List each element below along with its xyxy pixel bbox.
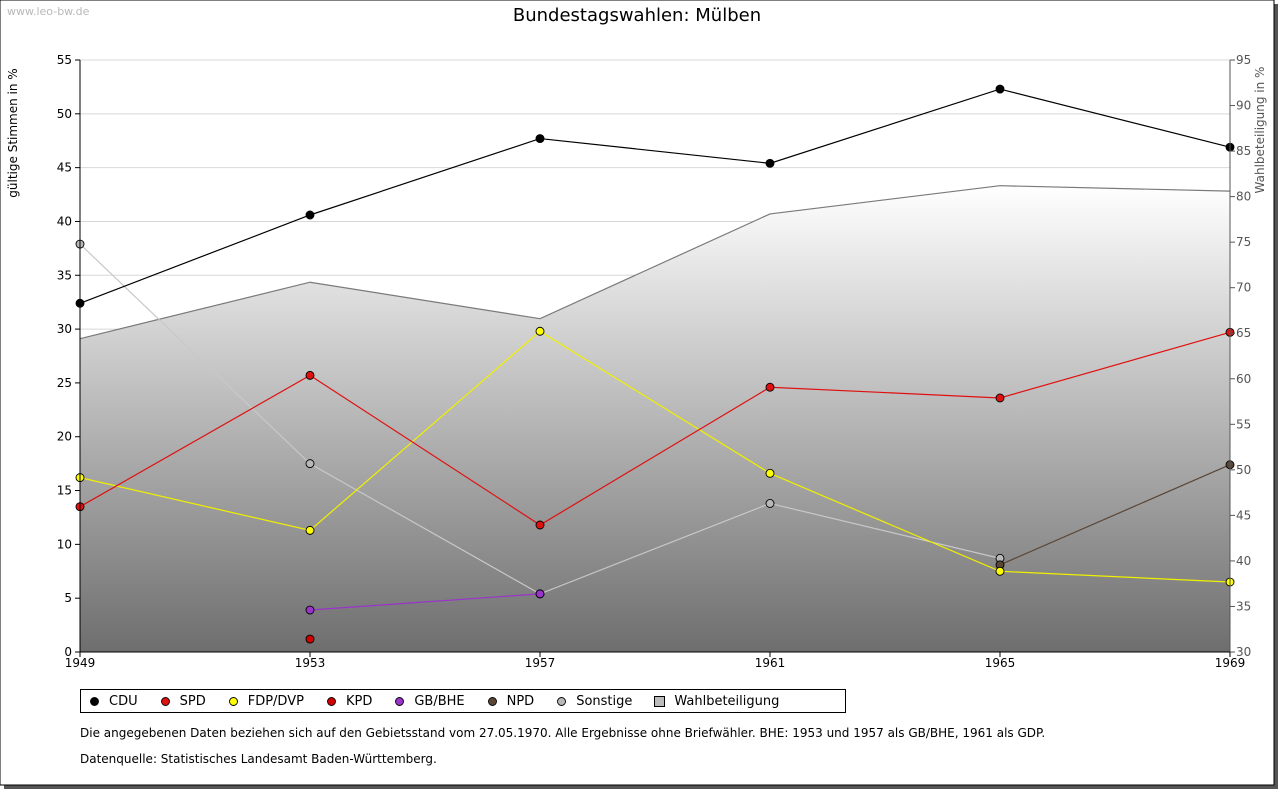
line-cdu: [79, 88, 1231, 304]
y-tick-label-0: 0: [64, 645, 72, 659]
watermark: www.leo-bw.de: [7, 5, 90, 18]
data-source: Datenquelle: Statistisches Landesamt Bad…: [80, 752, 437, 766]
y2-tick-label-75: 75: [1236, 235, 1251, 249]
legend-marker-cdu: [89, 696, 100, 707]
x-tick-label-1957: 1957: [525, 656, 556, 670]
turnout-line: [79, 185, 1231, 340]
y2-tick-label-55: 55: [1236, 417, 1251, 431]
y2-tick-label-85: 85: [1236, 144, 1251, 158]
series-npd: NPD 1965: 8.1NPD 1969: 17.4: [995, 460, 1235, 570]
y2-tick-label-80: 80: [1236, 190, 1251, 204]
legend-item-wahlbeteiligung: Wahlbeteiligung: [654, 694, 779, 709]
y-tick-label-5: 5: [64, 591, 72, 605]
point-sonstige-1961: Sonstige 1961: 13.8: [765, 499, 775, 508]
y2-axis-label: Wahlbeteiligung in %: [1253, 67, 1267, 194]
point-spd-1953: SPD 1953: 25.7: [305, 370, 315, 380]
point-fdp-dvp-1961: FDP/DVP 1961: 16.6: [765, 468, 775, 478]
turnout-area: [79, 185, 1231, 652]
y-axis-label: gültige Stimmen in %: [6, 68, 20, 197]
series-fdp-dvp: FDP/DVP 1949: 16.2FDP/DVP 1953: 11.3FDP/…: [75, 326, 1235, 587]
legend-item-npd: NPD: [487, 693, 535, 709]
point-fdp-dvp-1953: FDP/DVP 1953: 11.3: [305, 525, 315, 535]
x-tick-label-1961: 1961: [755, 656, 786, 670]
legend-marker-npd: [487, 696, 498, 707]
point-spd-1957: SPD 1957: 11.8: [535, 520, 545, 530]
legend-marker-gb-bhe: [394, 696, 405, 707]
x-tick-label-1949: 1949: [65, 656, 96, 670]
y2-tick-label-50: 50: [1236, 463, 1251, 477]
legend-item-cdu: CDU: [89, 694, 138, 709]
point-cdu-1965: CDU 1965: 52.3: [995, 84, 1005, 94]
line-npd: [999, 464, 1231, 566]
legend-label-cdu: CDU: [109, 693, 138, 709]
point-cdu-1953: CDU 1953: 40.6: [305, 210, 315, 220]
legend-marker-sonstige: [556, 696, 567, 707]
y-tick-label-20: 20: [57, 430, 72, 444]
y2-tick-label-65: 65: [1236, 326, 1251, 340]
y-tick-label-50: 50: [57, 107, 72, 121]
legend-label-spd: SPD: [179, 693, 206, 709]
x-tick-label-1969: 1969: [1215, 656, 1246, 670]
line-fdp-dvp: [79, 330, 1231, 583]
point-spd-1961: SPD 1961: 24.6: [765, 382, 775, 392]
y-tick-label-25: 25: [57, 376, 72, 390]
legend-marker-wahlbeteiligung: [654, 695, 666, 707]
y2-tick-label-95: 95: [1236, 53, 1251, 67]
x-tick-label-1965: 1965: [985, 656, 1016, 670]
y2-tick-label-60: 60: [1236, 372, 1251, 386]
point-gb-bhe-1953: GB/BHE 1953: 3.9: [305, 605, 315, 615]
point-sonstige-1953: Sonstige 1953: 17.5: [305, 459, 315, 469]
y2-tick-label-30: 30: [1236, 645, 1251, 659]
point-kpd-1953: KPD 1953: 1.2: [305, 634, 315, 644]
legend-label-gb-bhe: GB/BHE: [414, 693, 465, 709]
legend-label-kpd: KPD: [345, 693, 373, 709]
legend-label-sonstige: Sonstige: [576, 693, 633, 709]
axes: 0 5 10 15 20 25 30 35 40 45 50 55 30 35 40 45 50 55 60 65 70…: [57, 53, 1252, 670]
point-gb-bhe-1957: GB/BHE 1957: 5.4: [535, 589, 545, 599]
legend-item-fdp-dvp: FDP/DVP: [228, 694, 304, 709]
legend-marker-kpd: [326, 696, 337, 707]
y2-tick-label-70: 70: [1236, 281, 1251, 295]
y2-tick-label-45: 45: [1236, 508, 1251, 522]
point-fdp-dvp-1965: FDP/DVP 1965: 7.5: [995, 566, 1005, 576]
legend-item-gb-bhe: GB/BHE: [394, 693, 465, 709]
line-gb-bhe: [309, 593, 541, 611]
legend-item-spd: SPD: [160, 694, 206, 709]
x-tick-label-1953: 1953: [295, 656, 326, 670]
y-tick-label-40: 40: [57, 214, 72, 228]
y-tick-label-10: 10: [57, 537, 72, 551]
point-cdu-1957: CDU 1957: 47.7: [535, 134, 545, 144]
y2-tick-label-40: 40: [1236, 554, 1251, 568]
series-spd: SPD 1949: 13.5SPD 1953: 25.7SPD 1957: 11…: [75, 327, 1235, 530]
line-spd: [79, 331, 1231, 526]
series-gb-bhe: GB/BHE 1953: 3.9 GB/BHE 1957: 5.4: [305, 589, 545, 615]
legend-marker-fdp-dvp: [228, 696, 239, 707]
legend-label-fdp-dvp: FDP/DVP: [247, 693, 304, 709]
legend-label-npd: NPD: [506, 693, 535, 709]
legend-item-kpd: KPD: [326, 694, 372, 709]
chart-title: Bundestagswahlen: Mülben: [513, 5, 761, 26]
y2-tick-label-90: 90: [1236, 99, 1251, 113]
y-tick-label-15: 15: [57, 484, 72, 498]
y-tick-label-30: 30: [57, 322, 72, 336]
y-tick-label-35: 35: [57, 268, 72, 282]
turnout-area-fill: [80, 185, 1230, 652]
point-spd-1965: SPD 1965: 23.6: [995, 393, 1005, 403]
footnote: Die angegebenen Daten beziehen sich auf …: [80, 726, 1046, 740]
legend-marker-spd: [160, 696, 171, 707]
legend: CDU SPD FDP/DVP KPD GB/BHE NPD Sonstige Wahlbet…: [80, 689, 846, 713]
point-cdu-1961: CDU 1961: 45.4: [765, 158, 775, 168]
series-lines: Sonstige 1949: 37.9Sonstige 1953: 17.5So…: [75, 84, 1235, 644]
y2-tick-label-35: 35: [1236, 599, 1251, 613]
series-kpd: KPD 1953: 1.2: [305, 634, 315, 644]
y-tick-label-55: 55: [57, 53, 72, 67]
point-fdp-dvp-1957: FDP/DVP 1957: 29.8: [535, 326, 545, 336]
legend-item-sonstige: Sonstige: [556, 694, 632, 709]
y-tick-label-45: 45: [57, 161, 72, 175]
legend-label-wahlbeteiligung: Wahlbeteiligung: [674, 693, 780, 709]
